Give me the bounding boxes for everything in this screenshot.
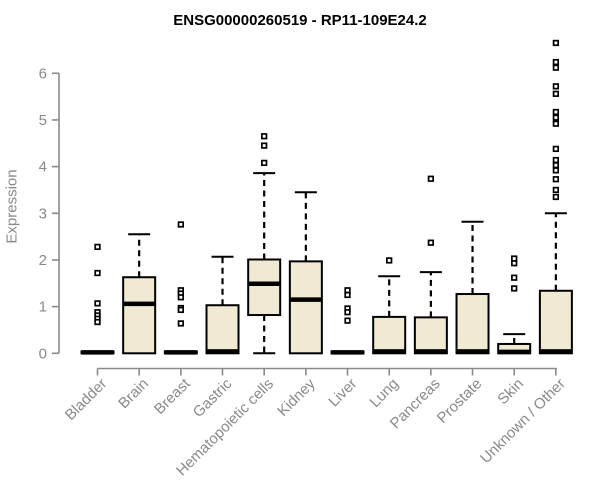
box-group — [413, 175, 448, 355]
outlier-point — [552, 145, 560, 153]
box-group — [205, 255, 240, 355]
outlier-point — [386, 257, 393, 264]
box-group — [538, 39, 573, 355]
median-line — [289, 297, 322, 302]
median-line — [164, 350, 197, 355]
median-line — [81, 350, 114, 355]
chart-title: ENSG00000260519 - RP11-109E24.2 — [173, 12, 427, 29]
box-group — [455, 220, 490, 355]
outlier-point — [552, 176, 560, 183]
median-line — [331, 350, 364, 355]
outlier-point — [344, 309, 351, 316]
iqr-box — [247, 258, 282, 317]
iqr-box — [413, 316, 448, 355]
y-tick-label: 1 — [39, 299, 47, 316]
median-line — [456, 349, 489, 354]
box-group — [163, 221, 198, 355]
x-tick-label: Brain — [115, 375, 152, 412]
outlier-point — [344, 317, 351, 324]
outlier-point — [177, 306, 184, 314]
outlier-point — [94, 243, 101, 251]
median-line — [123, 301, 156, 307]
y-tick-label: 4 — [39, 159, 47, 176]
outlier-point — [94, 318, 101, 326]
outlier-point — [552, 186, 560, 194]
outlier-point — [552, 108, 560, 116]
median-line — [373, 349, 406, 354]
iqr-box — [205, 304, 240, 355]
median-line — [498, 349, 531, 355]
outlier-point — [177, 221, 184, 228]
outlier-point — [427, 175, 435, 182]
outlier-point — [552, 120, 560, 127]
outlier-point — [261, 142, 268, 149]
box-group — [80, 243, 115, 355]
outlier-point — [552, 39, 560, 47]
y-tick-label: 2 — [39, 252, 47, 269]
outlier-point — [511, 274, 518, 281]
box-group — [497, 255, 532, 355]
iqr-box — [122, 276, 157, 355]
y-tick-label: 6 — [39, 65, 47, 82]
y-tick-label: 0 — [39, 345, 47, 362]
outlier-point — [552, 156, 560, 164]
outlier-point — [511, 260, 518, 267]
x-tick-label: Skin — [494, 375, 527, 408]
median-line — [539, 349, 572, 354]
y-tick-label: 3 — [39, 205, 47, 222]
outlier-point — [344, 291, 351, 299]
iqr-box — [538, 289, 573, 355]
x-tick-label: Breast — [151, 375, 194, 418]
median-line — [414, 349, 447, 354]
outlier-point — [552, 64, 560, 71]
outlier-point — [552, 114, 560, 121]
x-tick-label: Prostate — [434, 375, 486, 427]
x-tick-label: Liver — [325, 375, 360, 410]
x-tick-label: Bladder — [62, 375, 111, 424]
box-group — [330, 287, 365, 355]
outlier-point — [552, 167, 560, 174]
outlier-point — [552, 90, 560, 97]
outlier-point — [177, 320, 184, 327]
outlier-point — [94, 269, 101, 277]
iqr-box — [372, 315, 407, 355]
outlier-point — [511, 285, 518, 292]
outlier-point — [261, 159, 268, 167]
box-group — [247, 133, 282, 355]
iqr-box — [455, 293, 490, 355]
outlier-point — [552, 58, 560, 66]
outlier-point — [552, 83, 560, 90]
y-tick-label: 5 — [39, 112, 47, 129]
median-line — [206, 349, 239, 354]
outlier-point — [552, 162, 560, 169]
x-tick-label: Kidney — [274, 375, 319, 420]
boxes-layer — [80, 39, 573, 355]
iqr-box — [288, 260, 323, 355]
x-tick-label: Lung — [366, 375, 402, 411]
outlier-point — [427, 239, 435, 246]
box-group — [288, 191, 323, 355]
box-group — [122, 233, 157, 355]
box-group — [372, 257, 407, 355]
outlier-point — [261, 133, 268, 140]
outlier-point — [177, 294, 184, 301]
outlier-point — [94, 300, 101, 307]
median-line — [248, 281, 281, 287]
outlier-point — [552, 193, 560, 201]
